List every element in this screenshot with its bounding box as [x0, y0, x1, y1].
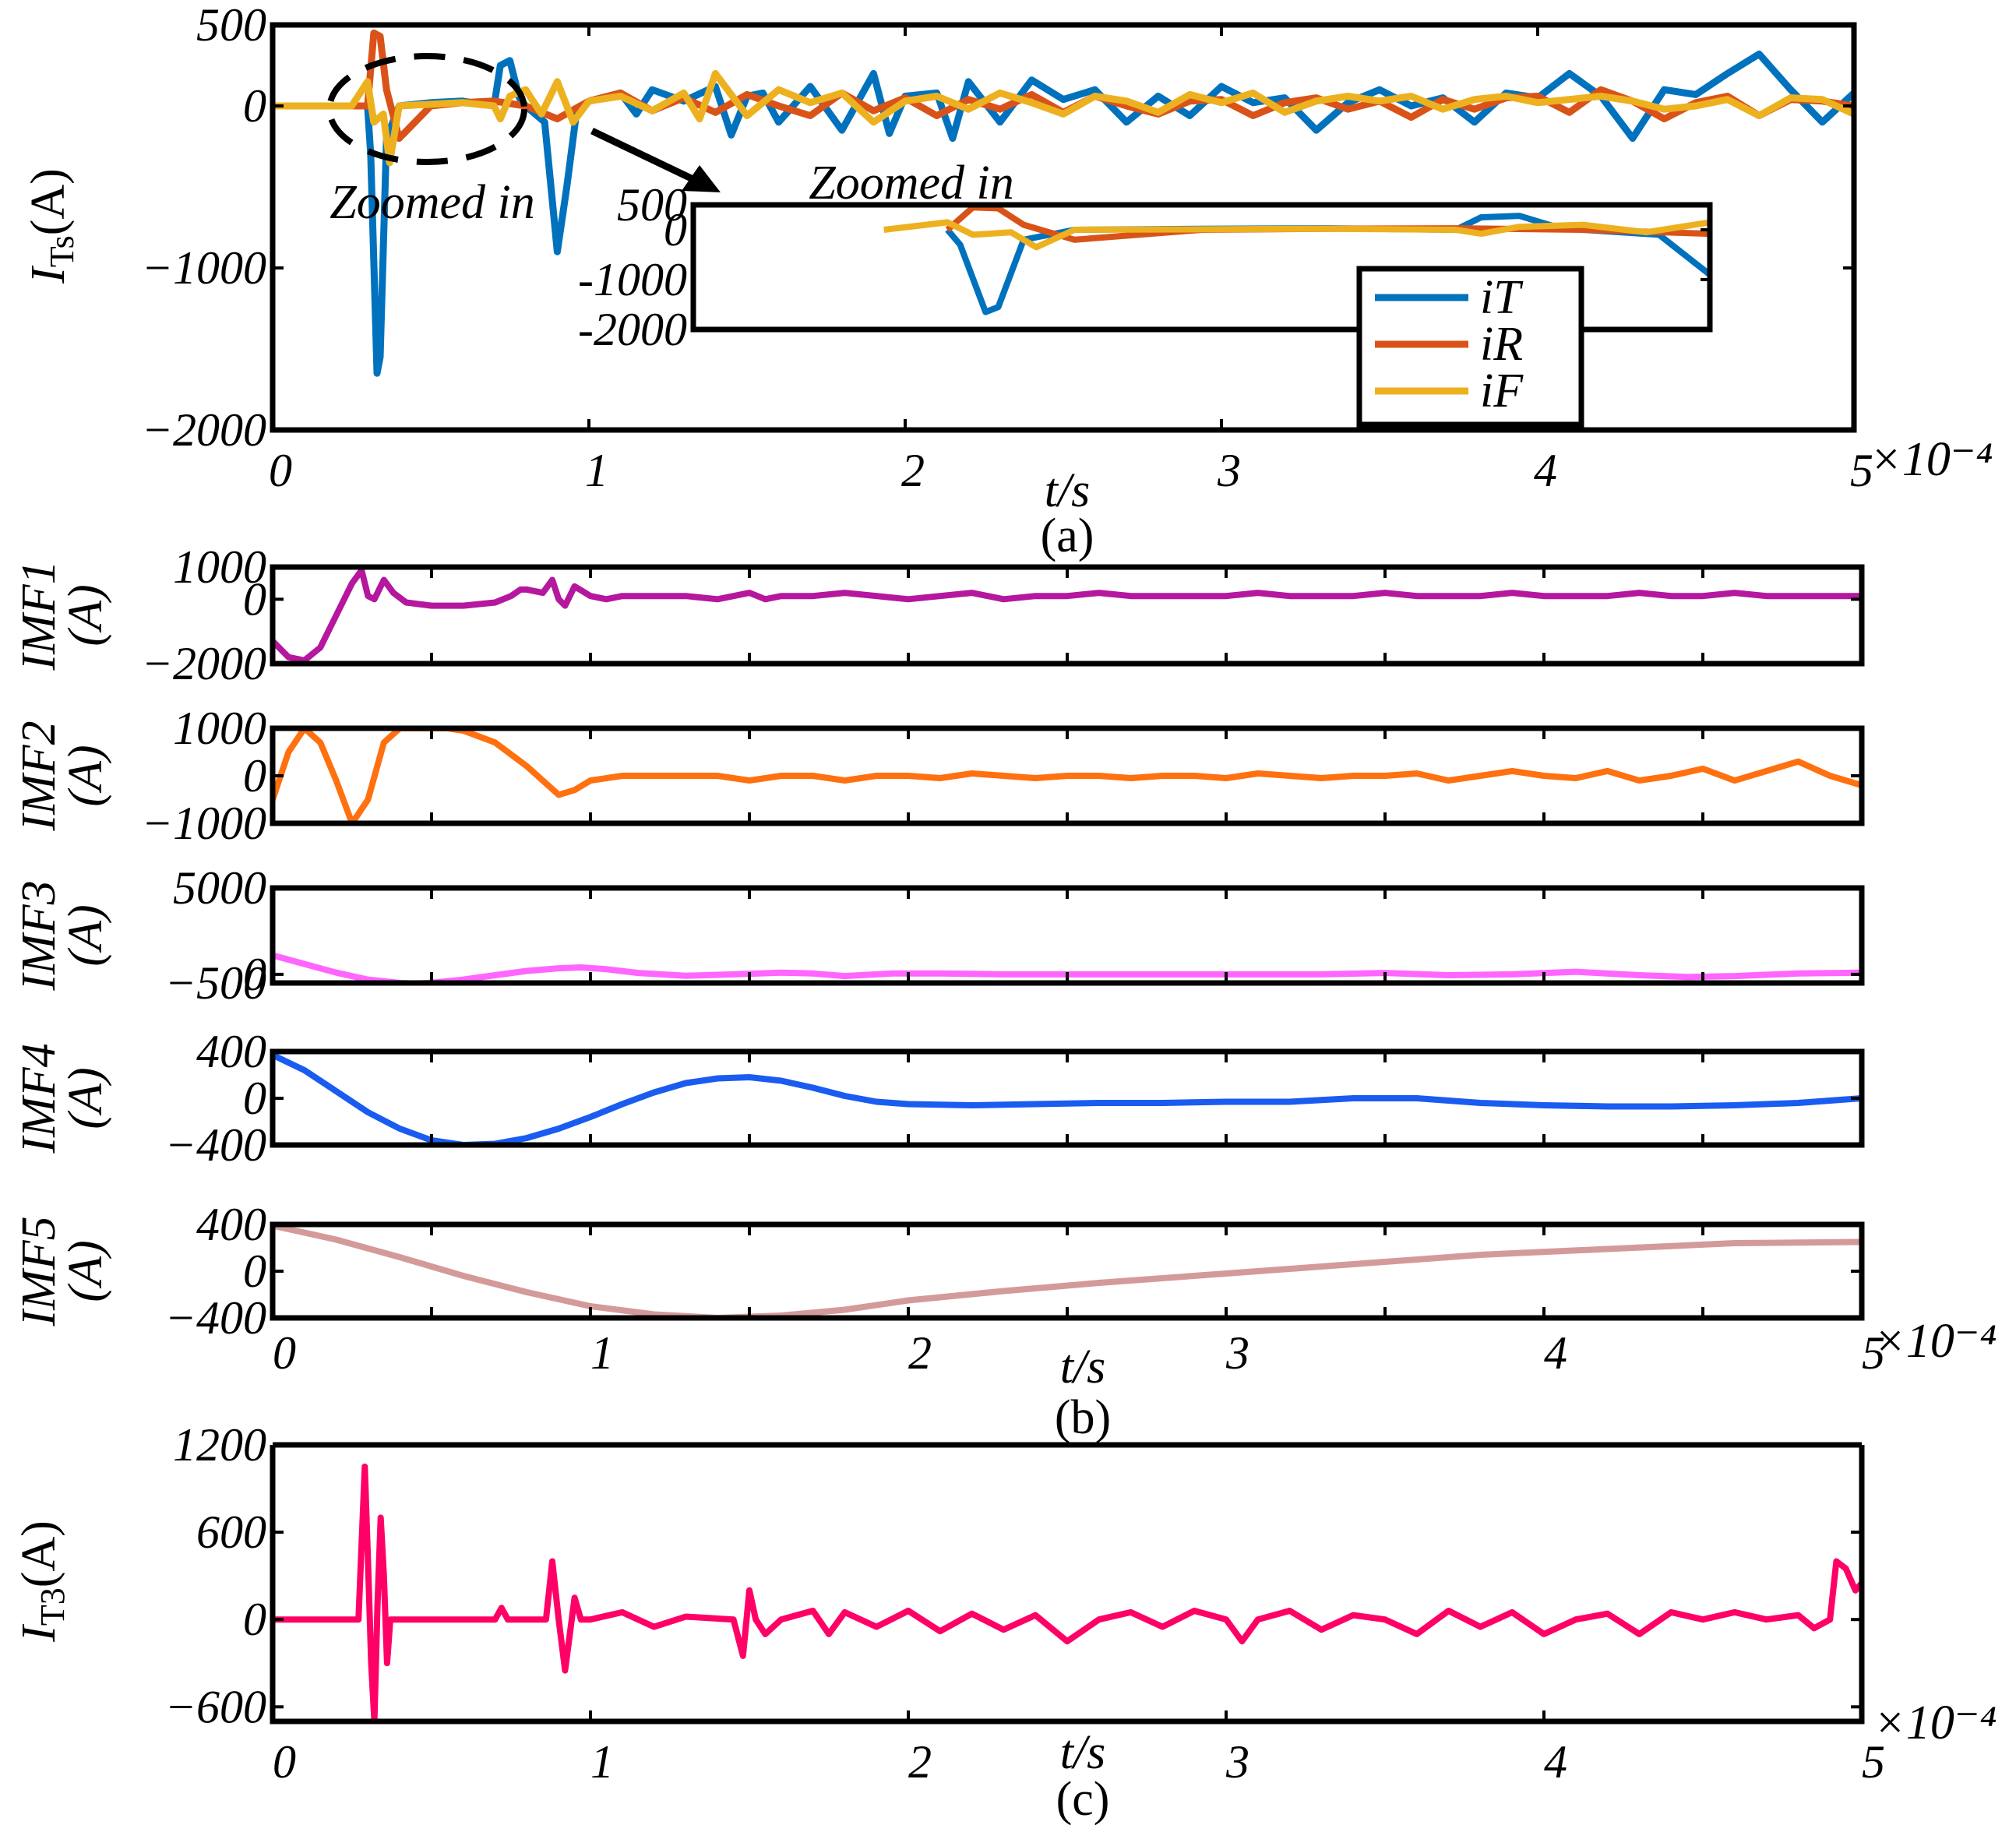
b2-ylabel: IMF2(A) — [12, 720, 112, 831]
a-xtick-label: 5 — [1850, 445, 1873, 496]
b1-ytick-label: 0 — [243, 573, 266, 625]
b5-ylabel: IMF5(A) — [12, 1216, 112, 1326]
c-xtick-label: 3 — [1225, 1736, 1249, 1788]
a-xtick-label: 3 — [1217, 445, 1241, 496]
b5-xtick-label: 2 — [908, 1327, 932, 1379]
b3-ylabel-text: IMF3(A) — [12, 880, 112, 991]
panel-a-frame — [270, 22, 1857, 433]
panel-b5-frame — [270, 1221, 1865, 1321]
series-IMF1 — [273, 567, 1862, 664]
b2-ylabel-text: IMF2(A) — [12, 720, 112, 831]
b-x-exponent: ×10⁻⁴ — [1873, 1315, 1997, 1368]
b4-ylabel-text: IMF4(A) — [12, 1043, 112, 1154]
series-IMF4 — [273, 1052, 1862, 1145]
inset-ytick-label: 500 — [617, 179, 687, 231]
zoom-arrow — [590, 127, 703, 187]
b5-ylabel-text: IMF5(A) — [12, 1216, 112, 1326]
c-ytick-label: −600 — [165, 1681, 267, 1732]
a-xlabel: t/s — [1045, 464, 1091, 517]
c-ytick-label: 600 — [196, 1506, 266, 1558]
legend-label-iF: iF — [1480, 365, 1524, 417]
a-ylabel-text: ITs(A) — [22, 168, 81, 284]
a-xtick-label: 1 — [585, 445, 608, 496]
b1-ylabel-text: IMF1(A) — [12, 560, 112, 671]
b2-ytick-label: −1000 — [142, 798, 267, 849]
a-ylabel: ITs(A) — [22, 168, 81, 284]
b3-ytick-label: −500 — [165, 957, 267, 1009]
a-xtick-label: 2 — [901, 445, 925, 496]
c-xtick-label: 0 — [273, 1736, 296, 1788]
b5-ytick-label: 400 — [196, 1199, 266, 1250]
c-xtick-label: 2 — [908, 1736, 932, 1788]
legend-label-iR: iR — [1480, 318, 1523, 371]
series-IMF2 — [273, 728, 1862, 823]
b1-ytick-label: −2000 — [142, 638, 267, 689]
b4-ytick-label: 0 — [243, 1073, 266, 1124]
b3-ylabel: IMF3(A) — [12, 880, 112, 991]
inset-frame — [690, 202, 1713, 333]
inset-title: Zoomed in — [809, 157, 1014, 210]
c-xtick-label: 1 — [590, 1736, 614, 1788]
inset-series-iF — [883, 219, 1710, 251]
c-ytick-label: 1200 — [173, 1419, 266, 1471]
inset-ytick-label: -1000 — [578, 254, 687, 305]
zoom-annotation: Zoomed in — [330, 176, 535, 229]
c-xlabel: t/s — [1060, 1726, 1106, 1779]
c-xtick-label: 5 — [1862, 1736, 1885, 1788]
b4-ytick-label: 400 — [196, 1026, 266, 1077]
b5-xtick-label: 1 — [590, 1327, 614, 1379]
a-xtick-label: 0 — [269, 445, 292, 496]
c-xtick-label: 4 — [1544, 1736, 1567, 1788]
c-ylabel-text: IT3(A) — [12, 1520, 72, 1643]
b5-ytick-label: 0 — [243, 1245, 266, 1297]
b1-ylabel: IMF1(A) — [12, 560, 112, 671]
b4-ytick-label: −400 — [165, 1119, 267, 1171]
zoom-ellipse — [326, 53, 527, 165]
c-ytick-label: 0 — [243, 1594, 266, 1645]
a-xtick-label: 4 — [1534, 445, 1557, 496]
a-caption: (a) — [1041, 509, 1094, 562]
series-IT3 — [273, 1464, 1862, 1721]
a-x-exponent: ×10⁻⁴ — [1870, 433, 1993, 486]
b4-ylabel: IMF4(A) — [12, 1043, 112, 1154]
series-iF — [273, 69, 1854, 167]
b5-xtick-label: 5 — [1862, 1327, 1885, 1379]
b3-ytick-label: 0 — [243, 949, 266, 1000]
a-ytick-label: 500 — [196, 0, 266, 51]
c-ylabel: IT3(A) — [12, 1520, 72, 1643]
c-caption: (c) — [1056, 1773, 1110, 1826]
zoom-arrow-head — [682, 165, 721, 192]
b-xlabel: t/s — [1060, 1341, 1106, 1393]
legend-label-iT: iT — [1480, 271, 1524, 324]
inset-ytick-label: 0 — [664, 204, 687, 255]
panel-b3-frame — [270, 885, 1865, 986]
a-ytick-label: −1000 — [142, 242, 267, 294]
inset-ytick-label: -2000 — [578, 304, 687, 355]
c-x-exponent: ×10⁻⁴ — [1873, 1696, 1997, 1749]
panel-b4-frame — [270, 1048, 1865, 1148]
b1-ytick-label: 1000 — [173, 541, 266, 593]
b5-xtick-label: 4 — [1544, 1327, 1567, 1379]
b5-xtick-label: 3 — [1225, 1327, 1249, 1379]
series-IMF5 — [273, 1224, 1862, 1318]
b5-xtick-label: 0 — [273, 1327, 296, 1379]
b2-ytick-label: 0 — [243, 750, 266, 802]
b5-ytick-label: −400 — [165, 1292, 267, 1344]
b2-ytick-label: 1000 — [173, 703, 266, 754]
a-ytick-label: 0 — [243, 80, 266, 132]
panel-c-frame-partial — [270, 1442, 1865, 1725]
panel-b1-frame — [270, 564, 1865, 667]
b3-ytick-label: 5000 — [173, 862, 266, 914]
a-ytick-label: −2000 — [142, 404, 267, 456]
b-caption: (b) — [1055, 1391, 1111, 1444]
